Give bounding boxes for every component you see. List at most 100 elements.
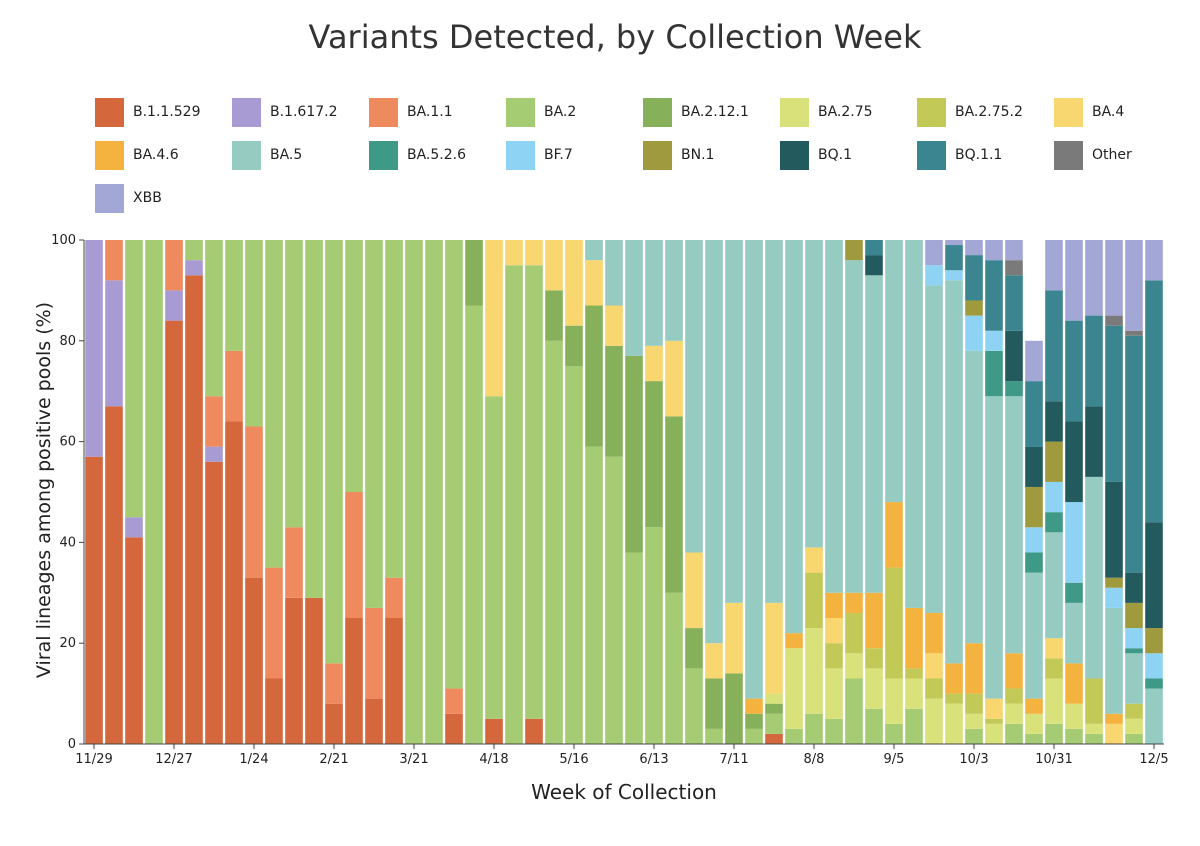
legend-label: BA.2.12.1: [681, 104, 749, 120]
bar-segment: [945, 270, 963, 281]
bar-segment: [525, 718, 543, 744]
bar-segment: [205, 396, 223, 447]
bar-segment: [605, 305, 623, 346]
bar-segment: [845, 653, 863, 679]
bar-segment: [85, 456, 103, 744]
bar-segment: [925, 265, 943, 286]
bar-segment: [1045, 512, 1063, 533]
bar-segment: [765, 733, 783, 744]
legend-label: B.1.617.2: [270, 104, 338, 120]
bar-segment: [205, 240, 223, 397]
legend-swatch: [506, 97, 535, 127]
legend-label: BA.2.75.2: [955, 104, 1023, 120]
bar-segment: [985, 240, 1003, 261]
bar-segment: [785, 633, 803, 649]
x-tick-label: 9/5: [884, 752, 905, 767]
legend-item: XBB: [95, 182, 162, 214]
bar-segment: [725, 240, 743, 603]
legend-item: BA.1.1: [369, 96, 453, 128]
bar-segment: [565, 240, 583, 326]
bar-segment: [825, 643, 843, 669]
legend-swatch: [780, 97, 809, 127]
bar-segment: [1005, 688, 1023, 704]
bar-segment: [865, 648, 883, 669]
bar-segment: [1125, 572, 1143, 603]
bar-segment: [885, 678, 903, 724]
bar-segment: [285, 240, 303, 528]
bar-segment: [1065, 421, 1083, 503]
bar-segment: [805, 547, 823, 573]
bar-segment: [1005, 330, 1023, 382]
bar-segment: [585, 305, 603, 447]
legend-swatch: [506, 140, 535, 170]
bar-segment: [1125, 703, 1143, 719]
bar-segment: [845, 612, 863, 654]
bar-segment: [545, 340, 563, 744]
bar-segment: [1045, 638, 1063, 659]
bar-segment: [905, 668, 923, 679]
bar-segment: [1065, 663, 1083, 704]
bar-segment: [1005, 260, 1023, 276]
bar-segment: [645, 345, 663, 382]
bar-segment: [805, 240, 823, 548]
bar-segment: [1065, 602, 1083, 664]
x-tick-label: 12/5: [1139, 752, 1168, 767]
bar-segment: [345, 240, 363, 492]
legend-swatch: [1054, 140, 1083, 170]
y-tick-label: 60: [59, 435, 76, 450]
y-tick-label: 0: [68, 737, 76, 752]
bar-segment: [1045, 290, 1063, 402]
bar-segment: [825, 618, 843, 644]
x-tick-label: 8/8: [804, 752, 825, 767]
bar-segment: [605, 456, 623, 744]
bar-segment: [1105, 481, 1123, 578]
bar-segment: [325, 703, 343, 744]
legend-swatch: [369, 140, 398, 170]
bar-segment: [1045, 658, 1063, 679]
bar-segment: [665, 340, 683, 417]
bar-segment: [645, 381, 663, 528]
bar-segment: [1085, 406, 1103, 477]
bar-segment: [1125, 718, 1143, 734]
x-tick-label: 1/24: [239, 752, 268, 767]
bar-segment: [385, 240, 403, 578]
bar-segment: [725, 602, 743, 674]
bar-segment: [345, 618, 363, 744]
bar-segment: [865, 240, 883, 256]
bar-segment: [285, 597, 303, 744]
bar-segment: [845, 592, 863, 613]
bar-segment: [1085, 733, 1103, 744]
x-tick-label: 10/3: [959, 752, 988, 767]
bar-segment: [265, 678, 283, 744]
y-tick-label: 40: [59, 535, 76, 550]
bar-segment: [1005, 381, 1023, 397]
legend-item: BQ.1: [780, 139, 852, 171]
bar-segment: [865, 275, 883, 593]
bar-segment: [1085, 315, 1103, 407]
bar-segment: [785, 728, 803, 744]
x-tick-label: 2/21: [319, 752, 348, 767]
y-tick-label: 80: [59, 334, 76, 349]
bar-segment: [945, 240, 963, 246]
bar-segment: [1145, 628, 1163, 654]
legend-item: BF.7: [506, 139, 573, 171]
bar-segment: [245, 240, 263, 427]
bar-segment: [225, 421, 243, 744]
bar-segment: [285, 527, 303, 598]
bar-segment: [965, 713, 983, 729]
bar-segment: [685, 552, 703, 629]
bar-segment: [145, 240, 163, 744]
bar-segment: [885, 567, 903, 679]
bar-segment: [845, 240, 863, 261]
bar-segment: [745, 698, 763, 714]
bar-segment: [985, 330, 1003, 351]
bar-segment: [265, 567, 283, 679]
bar-segment: [1045, 401, 1063, 442]
bar-segment: [625, 355, 643, 553]
bar-segment: [1145, 653, 1163, 679]
x-axis-label: Week of Collection: [531, 780, 717, 804]
bar-segment: [865, 592, 883, 649]
bar-segment: [605, 345, 623, 457]
bar-segment: [645, 240, 663, 346]
